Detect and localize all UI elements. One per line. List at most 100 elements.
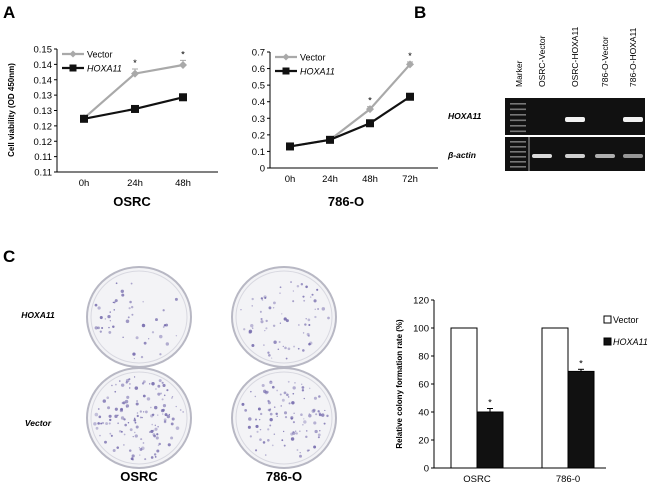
colony-dot <box>105 422 109 426</box>
colony-dot <box>279 393 282 396</box>
colony-dot <box>159 334 163 339</box>
panel-label-b: B <box>414 3 426 22</box>
colony-dot <box>294 382 296 384</box>
colony-dot <box>134 431 136 434</box>
colony-dot <box>314 315 317 319</box>
colony-dot <box>248 329 253 334</box>
colony-ytick-label: 0 <box>424 464 429 475</box>
gel-marker-band <box>510 156 526 158</box>
colony-dot <box>268 353 271 357</box>
colony-dot <box>155 388 157 390</box>
colony-dot <box>107 314 111 319</box>
colony-dot <box>128 307 131 310</box>
colony-dot <box>292 421 295 424</box>
colony-dot <box>314 308 316 310</box>
colony-dot <box>293 345 296 348</box>
colony-dot <box>150 429 154 433</box>
colony-dot <box>127 421 130 424</box>
colony-dot <box>273 301 276 305</box>
gel-lane-label: 786-O-HOXA11 <box>628 27 638 87</box>
colony-bar-hoxa11 <box>567 370 595 469</box>
colony-dot <box>133 418 137 422</box>
colony-dot <box>251 344 255 348</box>
colony-dot <box>134 421 137 424</box>
colony-dot <box>140 438 143 441</box>
colony-dot <box>321 413 325 417</box>
colony-dot <box>151 382 155 386</box>
colony-dot <box>157 384 161 388</box>
colony-dot <box>267 428 270 431</box>
colony-dot <box>123 418 126 421</box>
colony-dot <box>282 430 285 433</box>
colony-dot <box>112 325 115 328</box>
colony-dot <box>259 428 262 431</box>
colony-dot <box>157 392 161 396</box>
colony-dot <box>114 390 117 393</box>
colony-ytick-label: 40 <box>418 408 429 419</box>
gel-band-actin <box>532 154 552 158</box>
plate-786o-vector <box>231 367 337 469</box>
colony-dot <box>120 289 124 293</box>
colony-dot <box>120 407 124 411</box>
colony-ytick-label: 20 <box>418 436 429 447</box>
colony-dot <box>132 352 136 356</box>
786o-series-line-vector <box>289 63 411 148</box>
colony-dot <box>99 315 103 320</box>
osrc-point-hoxa11 <box>179 93 187 102</box>
colony-dot <box>314 429 318 434</box>
colony-dot <box>164 420 166 422</box>
colony-dot <box>108 331 112 334</box>
gel-marker-band <box>510 119 526 122</box>
colony-dot <box>311 293 314 296</box>
colony-dot <box>281 313 283 315</box>
786o-ytick-label: 0.1 <box>252 147 265 158</box>
osrc-ytick-label: 0.11 <box>34 168 52 179</box>
colony-legend-label: Vector <box>613 315 639 325</box>
colony-dot <box>133 357 135 360</box>
colony-dot <box>133 417 136 420</box>
colony-dot <box>95 426 99 430</box>
colony-dot <box>318 412 321 415</box>
colony-dot <box>182 410 185 413</box>
colony-dot <box>117 414 119 417</box>
colony-dot <box>118 429 122 433</box>
colony-dot <box>142 323 144 325</box>
colony-dot <box>275 412 278 416</box>
colony-bar-vector <box>450 327 478 469</box>
colony-dot <box>138 447 141 449</box>
786o-significance-mark: * <box>408 51 412 62</box>
colony-dot <box>109 320 111 322</box>
colony-dot <box>277 348 280 351</box>
colony-dot <box>142 442 145 444</box>
colony-dot <box>142 394 146 398</box>
colony-dot <box>101 327 104 330</box>
colony-dot <box>244 408 248 412</box>
colony-dot <box>260 317 263 321</box>
colony-dot <box>261 299 264 301</box>
colony-dot <box>127 316 130 319</box>
colony-dot <box>268 306 272 310</box>
colony-dot <box>94 326 98 330</box>
colony-dot <box>97 306 101 310</box>
colony-dot <box>292 300 295 303</box>
colony-dot <box>125 381 128 384</box>
colony-dot <box>307 318 311 322</box>
colony-dot <box>292 386 296 390</box>
plate-caption-786o: 786-O <box>266 469 302 484</box>
gel-lane-label: 786-O-Vector <box>600 36 610 87</box>
gel-band-actin <box>595 154 615 158</box>
colony-dot <box>256 430 259 433</box>
osrc-xtick-label: 48h <box>175 178 191 189</box>
colony-ytick-label: 120 <box>413 296 429 307</box>
colony-dot <box>131 454 135 458</box>
colony-dot <box>97 422 100 425</box>
osrc-line-chart: Cell viability (OD 450nm) OSRC 0.15 0.14 0… <box>7 45 218 209</box>
colony-dot <box>155 436 159 440</box>
colony-dot <box>308 413 311 415</box>
colony-dot <box>129 383 131 385</box>
colony-dot <box>122 336 124 338</box>
colony-dot <box>303 397 306 400</box>
colony-dot <box>121 293 125 297</box>
786o-xtick-label: 48h <box>362 174 378 185</box>
colony-dot <box>259 418 261 421</box>
